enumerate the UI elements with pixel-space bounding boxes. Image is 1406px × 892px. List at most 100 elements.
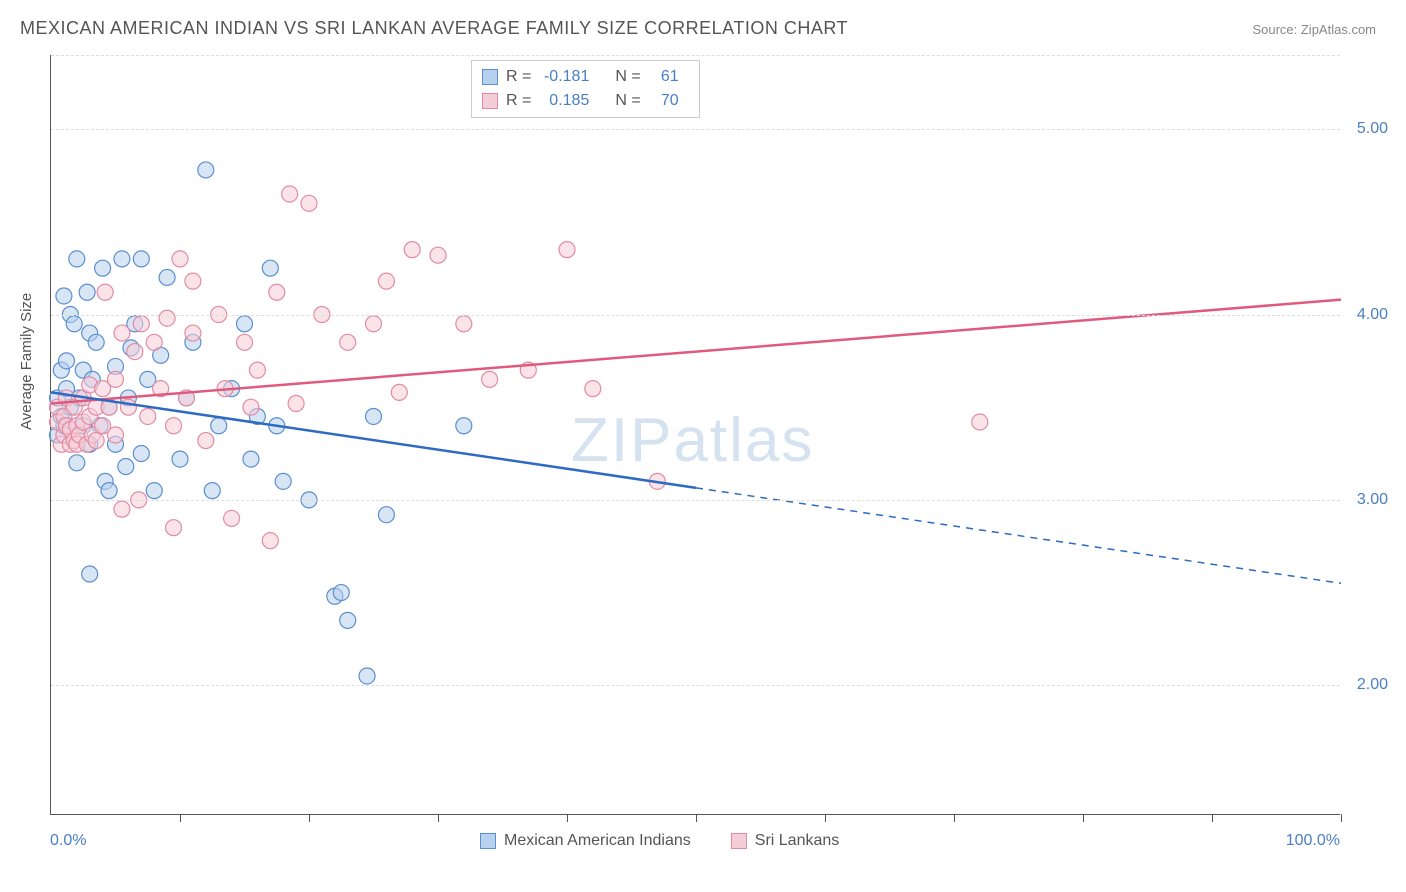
x-tick bbox=[438, 814, 439, 822]
scatter-point-blue bbox=[58, 353, 74, 369]
legend-r-label: R = bbox=[506, 68, 531, 86]
top-legend: R = -0.181 N = 61 R = 0.185 N = 70 bbox=[471, 60, 700, 118]
x-tick bbox=[1341, 814, 1342, 822]
scatter-point-blue bbox=[333, 585, 349, 601]
scatter-point-pink bbox=[224, 510, 240, 526]
legend-n-value: 61 bbox=[649, 68, 679, 86]
scatter-point-pink bbox=[269, 284, 285, 300]
scatter-point-pink bbox=[166, 520, 182, 536]
scatter-point-blue bbox=[79, 284, 95, 300]
gridline bbox=[51, 129, 1340, 130]
y-axis-label: Average Family Size bbox=[18, 293, 35, 430]
scatter-point-pink bbox=[108, 371, 124, 387]
scatter-point-blue bbox=[69, 455, 85, 471]
legend-n-value: 70 bbox=[649, 92, 679, 110]
scatter-point-blue bbox=[118, 459, 134, 475]
top-legend-row: R = 0.185 N = 70 bbox=[482, 89, 679, 113]
y-tick-label: 5.00 bbox=[1357, 120, 1388, 138]
scatter-point-pink bbox=[185, 325, 201, 341]
legend-r-value: -0.181 bbox=[539, 68, 589, 86]
x-tick bbox=[309, 814, 310, 822]
scatter-point-pink bbox=[88, 433, 104, 449]
legend-r-value: 0.185 bbox=[539, 92, 589, 110]
scatter-point-pink bbox=[404, 242, 420, 258]
scatter-point-pink bbox=[282, 186, 298, 202]
scatter-point-pink bbox=[140, 408, 156, 424]
chart-svg bbox=[51, 55, 1340, 814]
x-tick bbox=[1083, 814, 1084, 822]
scatter-point-pink bbox=[430, 247, 446, 263]
x-axis-min-label: 0.0% bbox=[50, 832, 86, 850]
scatter-point-pink bbox=[108, 427, 124, 443]
scatter-point-pink bbox=[237, 334, 253, 350]
scatter-point-pink bbox=[585, 381, 601, 397]
scatter-point-blue bbox=[114, 251, 130, 267]
legend-swatch bbox=[480, 833, 496, 849]
scatter-point-blue bbox=[95, 260, 111, 276]
scatter-point-blue bbox=[340, 612, 356, 628]
scatter-point-pink bbox=[340, 334, 356, 350]
scatter-point-blue bbox=[56, 288, 72, 304]
scatter-point-blue bbox=[211, 418, 227, 434]
scatter-point-blue bbox=[262, 260, 278, 276]
trend-line-blue-solid bbox=[51, 392, 696, 487]
scatter-point-pink bbox=[249, 362, 265, 378]
scatter-point-blue bbox=[366, 408, 382, 424]
scatter-point-blue bbox=[456, 418, 472, 434]
chart-container: MEXICAN AMERICAN INDIAN VS SRI LANKAN AV… bbox=[0, 0, 1406, 892]
legend-r-label: R = bbox=[506, 92, 531, 110]
legend-label: Mexican American Indians bbox=[504, 832, 691, 850]
scatter-point-blue bbox=[243, 451, 259, 467]
plot-area: ZIPatlas R =-0.181N =61R =0.185N =70 bbox=[50, 55, 1340, 815]
chart-title: MEXICAN AMERICAN INDIAN VS SRI LANKAN AV… bbox=[20, 18, 848, 39]
scatter-point-pink bbox=[172, 251, 188, 267]
y-tick-label: 3.00 bbox=[1357, 491, 1388, 509]
legend-swatch bbox=[482, 93, 498, 109]
scatter-point-pink bbox=[185, 273, 201, 289]
legend-n-label: N = bbox=[615, 68, 640, 86]
scatter-point-pink bbox=[482, 371, 498, 387]
scatter-point-pink bbox=[146, 334, 162, 350]
bottom-legend: Mexican American Indians Sri Lankans bbox=[480, 832, 839, 850]
scatter-point-pink bbox=[262, 533, 278, 549]
bottom-legend-item: Mexican American Indians bbox=[480, 832, 691, 850]
legend-label: Sri Lankans bbox=[755, 832, 840, 850]
scatter-point-blue bbox=[88, 334, 104, 350]
x-tick bbox=[180, 814, 181, 822]
gridline bbox=[51, 685, 1340, 686]
scatter-point-pink bbox=[198, 433, 214, 449]
y-tick-label: 4.00 bbox=[1357, 306, 1388, 324]
scatter-point-pink bbox=[243, 399, 259, 415]
scatter-point-blue bbox=[359, 668, 375, 684]
scatter-point-blue bbox=[204, 483, 220, 499]
x-axis-max-label: 100.0% bbox=[1286, 832, 1340, 850]
scatter-point-pink bbox=[378, 273, 394, 289]
scatter-point-blue bbox=[146, 483, 162, 499]
scatter-point-blue bbox=[133, 446, 149, 462]
scatter-point-pink bbox=[120, 399, 136, 415]
scatter-point-blue bbox=[159, 269, 175, 285]
gridline bbox=[51, 315, 1340, 316]
scatter-point-pink bbox=[288, 395, 304, 411]
y-tick-label: 2.00 bbox=[1357, 676, 1388, 694]
scatter-point-pink bbox=[301, 195, 317, 211]
scatter-point-pink bbox=[114, 501, 130, 517]
x-tick bbox=[1212, 814, 1213, 822]
scatter-point-pink bbox=[166, 418, 182, 434]
scatter-point-blue bbox=[172, 451, 188, 467]
scatter-point-pink bbox=[114, 325, 130, 341]
x-tick bbox=[567, 814, 568, 822]
scatter-point-pink bbox=[159, 310, 175, 326]
scatter-point-pink bbox=[366, 316, 382, 332]
scatter-point-blue bbox=[275, 473, 291, 489]
top-legend-row: R = -0.181 N = 61 bbox=[482, 65, 679, 89]
gridline bbox=[51, 500, 1340, 501]
legend-swatch bbox=[482, 69, 498, 85]
legend-swatch bbox=[731, 833, 747, 849]
scatter-point-pink bbox=[391, 384, 407, 400]
scatter-point-blue bbox=[198, 162, 214, 178]
scatter-point-pink bbox=[972, 414, 988, 430]
scatter-point-pink bbox=[456, 316, 472, 332]
legend-n-label: N = bbox=[615, 92, 640, 110]
x-tick bbox=[696, 814, 697, 822]
